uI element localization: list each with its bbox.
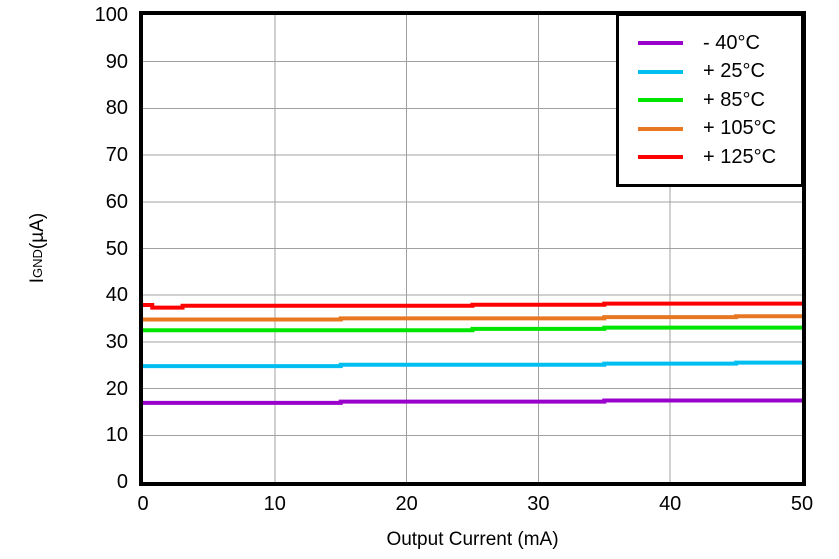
legend-swatch-icon <box>638 98 683 103</box>
y-tick-label: 40 <box>105 284 128 307</box>
y-tick-label: 10 <box>105 424 128 447</box>
x-tick-label: 0 <box>137 493 149 515</box>
y-tick-label: 90 <box>105 50 128 73</box>
y-tick-label: 100 <box>94 4 128 26</box>
series-line-0 <box>143 398 802 405</box>
x-tick-label: 50 <box>790 493 814 515</box>
legend-label: + 25°C <box>703 60 765 83</box>
legend-label: + 85°C <box>703 88 765 111</box>
x-axis-title: Output Current (mA) <box>386 529 559 550</box>
y-tick-label: 30 <box>105 330 128 353</box>
series-line-2 <box>143 325 802 333</box>
legend: - 40°C + 25°C + 85°C + 105°C + 125°C <box>616 13 804 187</box>
legend-item-2: + 85°C <box>638 86 801 115</box>
legend-item-4: + 125°C <box>638 143 801 172</box>
legend-label: - 40°C <box>703 31 760 54</box>
y-tick-label: 60 <box>105 190 128 213</box>
legend-item-3: + 105°C <box>638 115 801 144</box>
series-line-4 <box>143 301 802 310</box>
legend-item-1: + 25°C <box>638 58 801 87</box>
legend-label: + 125°C <box>703 145 777 168</box>
y-tick-label: 0 <box>116 471 128 493</box>
x-tick-label: 30 <box>527 493 550 515</box>
x-tick-label: 20 <box>395 493 418 515</box>
legend-swatch-icon <box>638 155 683 160</box>
y-tick-label: 70 <box>105 144 128 167</box>
x-tick-label: 40 <box>659 493 682 515</box>
y-tick-label: 20 <box>105 377 128 400</box>
legend-swatch-icon <box>638 69 683 74</box>
legend-swatch-icon <box>638 126 683 131</box>
y-tick-label: 50 <box>105 237 128 260</box>
legend-swatch-icon <box>638 41 683 46</box>
x-tick-label: 10 <box>263 493 286 515</box>
series-line-1 <box>143 360 802 369</box>
plot-svg <box>143 15 802 482</box>
series-line-3 <box>143 314 802 322</box>
legend-label: + 105°C <box>703 117 777 140</box>
y-tick-label: 80 <box>105 97 128 120</box>
legend-item-0: - 40°C <box>638 29 801 58</box>
